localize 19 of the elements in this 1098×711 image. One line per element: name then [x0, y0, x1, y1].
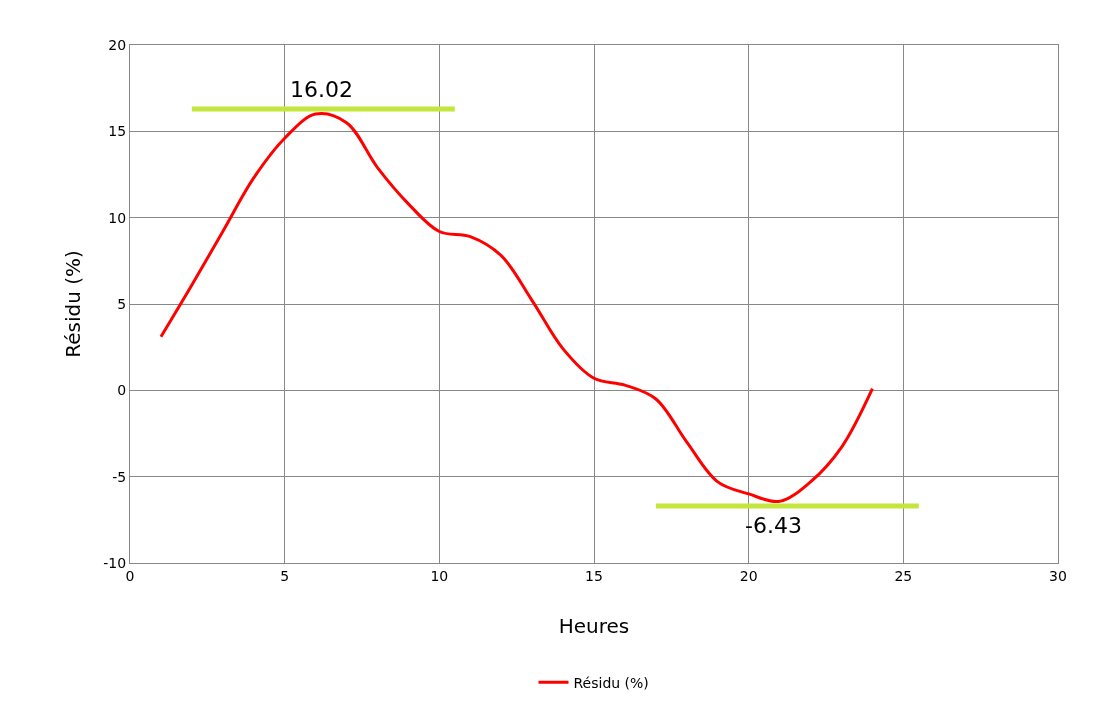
y-axis-title: Résidu (%) [61, 250, 85, 358]
x-tick-label: 5 [280, 567, 290, 584]
annotation: -6.43 [745, 513, 802, 538]
x-tick-label: 15 [585, 567, 603, 584]
y-tick-label: 10 [108, 209, 127, 226]
x-tick-label: 10 [430, 567, 449, 584]
y-tick-label: 0 [117, 382, 127, 399]
y-tick-label: 5 [117, 295, 127, 312]
y-tick-label: -5 [112, 468, 127, 485]
y-tick-label: 20 [108, 36, 127, 53]
line-series [159, 112, 874, 503]
y-tick-label: 15 [108, 123, 127, 140]
x-tick-label: 25 [894, 567, 913, 584]
x-tick-label: 20 [739, 567, 758, 584]
y-tick-label: -10 [103, 554, 127, 571]
x-tick-label: 30 [1049, 567, 1067, 584]
legend-label: Résidu (%) [573, 674, 649, 691]
annotation: 16.02 [290, 77, 353, 102]
x-axis-title: Heures [558, 614, 630, 638]
